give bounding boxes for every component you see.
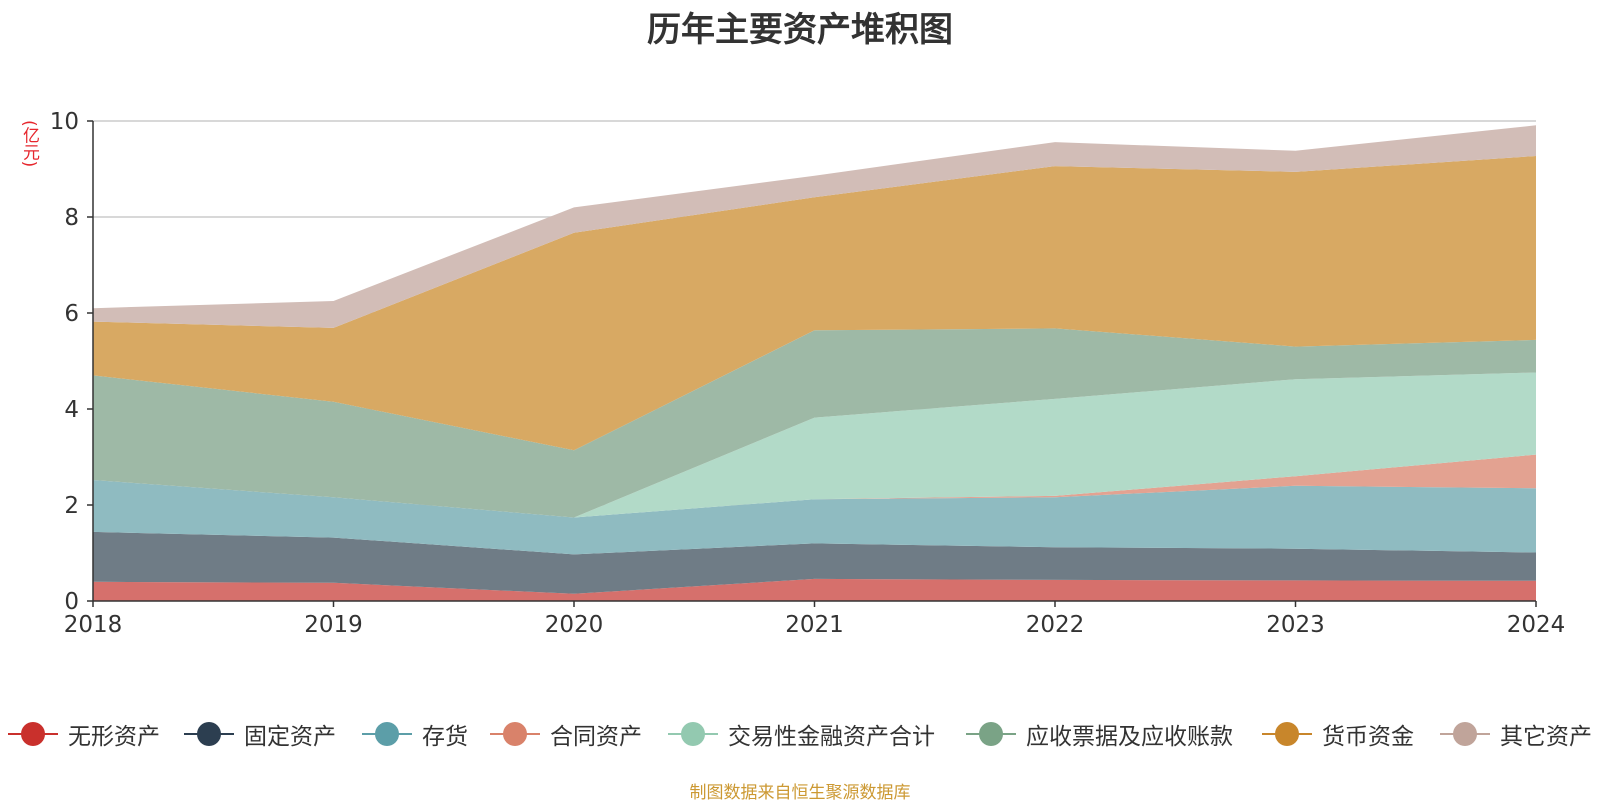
x-tick-label: 2024 [1507,612,1566,638]
area-series-7 [93,156,1536,451]
legend-item-8[interactable]: 其它资产 [1440,716,1592,752]
y-tick-labels: 0 2 4 6 8 10 [50,109,93,615]
area-series-6 [93,328,1536,518]
area-series-2 [93,531,1536,594]
legend-label: 存货 [422,724,468,750]
legend-marker-icon [8,719,58,749]
y-tick-label: 6 [64,301,79,327]
legend-marker-icon [668,719,718,749]
legend: 无形资产 固定资产 存货 合同资产 交易性金融资产合计 应收票据及应收账款 货币资金 其它资产 [0,716,1600,752]
legend-label: 应收票据及应收账款 [1026,724,1233,750]
legend-label: 合同资产 [550,724,642,750]
x-tick-label: 2019 [304,612,363,638]
y-tick-label: 2 [64,493,79,519]
legend-marker-icon [362,719,412,749]
legend-marker-icon [184,719,234,749]
area-series-1 [93,578,1536,601]
legend-marker-icon [1440,719,1490,749]
legend-label: 无形资产 [68,724,160,750]
legend-item-4[interactable]: 合同资产 [490,716,642,752]
legend-item-5[interactable]: 交易性金融资产合计 [668,716,935,752]
x-tick-label: 2018 [64,612,123,638]
legend-label: 其它资产 [1500,724,1592,750]
area-series-5 [93,372,1536,518]
y-tick-label: 4 [64,397,79,423]
x-tick-label: 2023 [1266,612,1325,638]
legend-label: 货币资金 [1322,724,1414,750]
x-tick-label: 2022 [1026,612,1085,638]
y-tick-label: 8 [64,205,79,231]
legend-item-6[interactable]: 应收票据及应收账款 [966,716,1233,752]
y-tick-label: 10 [50,109,79,135]
legend-marker-icon [490,719,540,749]
legend-marker-icon [966,719,1016,749]
x-tick-label: 2021 [785,612,844,638]
area-series-8 [93,125,1536,328]
x-tick-label: 2020 [545,612,604,638]
data-source-note: 制图数据来自恒生聚源数据库 [689,783,911,803]
legend-label: 固定资产 [244,724,336,750]
area-series-4 [93,454,1536,518]
legend-marker-icon [1262,719,1312,749]
legend-item-3[interactable]: 存货 [362,716,468,752]
x-tick-labels: 2018 2019 2020 2021 2022 2023 2024 [64,601,1566,638]
area-series-3 [93,480,1536,555]
legend-label: 交易性金融资产合计 [728,724,935,750]
area-series [93,125,1536,601]
y-tick-label: 0 [64,589,79,615]
legend-item-7[interactable]: 货币资金 [1262,716,1414,752]
y-axis-unit-label: (亿元) [19,120,39,168]
legend-item-2[interactable]: 固定资产 [184,716,336,752]
chart-title: 历年主要资产堆积图 [647,10,953,50]
legend-item-1[interactable]: 无形资产 [8,716,160,752]
